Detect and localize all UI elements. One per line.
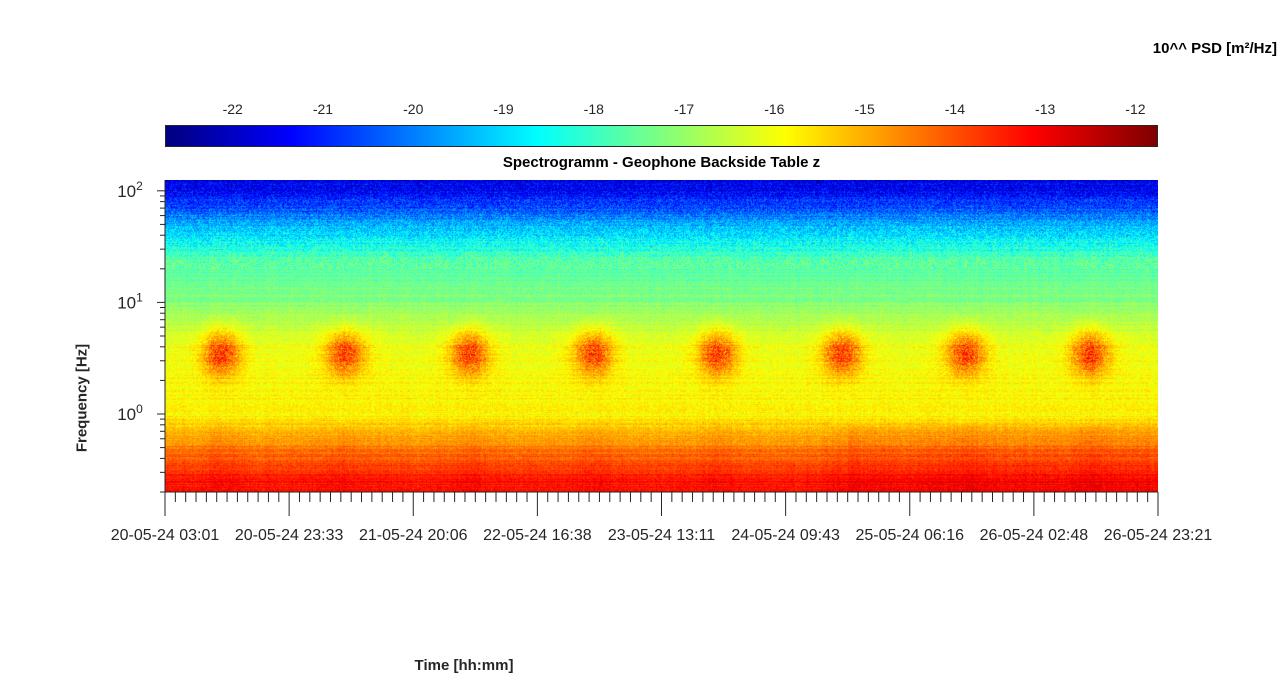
y-tick-label: 102 — [117, 179, 143, 201]
x-axis-label: Time [hh:mm] — [414, 657, 514, 674]
colorbar-title: 10^^ PSD [m²/Hz] — [1152, 40, 1277, 57]
colorbar-tick-label: -20 — [403, 101, 424, 117]
colorbar-tick-label: -15 — [854, 101, 875, 117]
colorbar-tick-label: -13 — [1035, 101, 1056, 117]
colorbar-gradient — [166, 126, 1157, 146]
x-tick-label: 23-05-24 13:11 — [608, 527, 715, 544]
x-tick-label: 26-05-24 02:48 — [980, 527, 1089, 544]
spectrogram-plot-area — [165, 180, 1158, 492]
colorbar — [165, 125, 1158, 147]
spectrogram-heatmap — [165, 180, 1158, 492]
x-tick-label: 21-05-24 20:06 — [359, 527, 468, 544]
colorbar-tick-label: -18 — [583, 101, 604, 117]
x-tick-label: 22-05-24 16:38 — [483, 527, 592, 544]
colorbar-tick-label: -12 — [1125, 101, 1146, 117]
y-tick-label: 100 — [117, 402, 143, 424]
y-tick-label: 101 — [117, 290, 143, 312]
x-tick-label: 25-05-24 06:16 — [855, 527, 964, 544]
colorbar-tick-label: -19 — [493, 101, 514, 117]
colorbar-tick-label: -22 — [222, 101, 243, 117]
x-tick-label: 26-05-24 23:21 — [1104, 527, 1213, 544]
colorbar-tick-label: -14 — [944, 101, 965, 117]
x-tick-label: 20-05-24 23:33 — [235, 527, 344, 544]
colorbar-tick-label: -21 — [312, 101, 334, 117]
colorbar-tick-label: -16 — [764, 101, 785, 117]
colorbar-tick-label: -17 — [673, 101, 695, 117]
x-tick-label: 24-05-24 09:43 — [731, 527, 840, 544]
chart-title: Spectrogramm - Geophone Backside Table z — [502, 154, 821, 171]
x-tick-label: 20-05-24 03:01 — [111, 527, 220, 544]
y-axis-label: Frequency [Hz] — [73, 343, 91, 453]
